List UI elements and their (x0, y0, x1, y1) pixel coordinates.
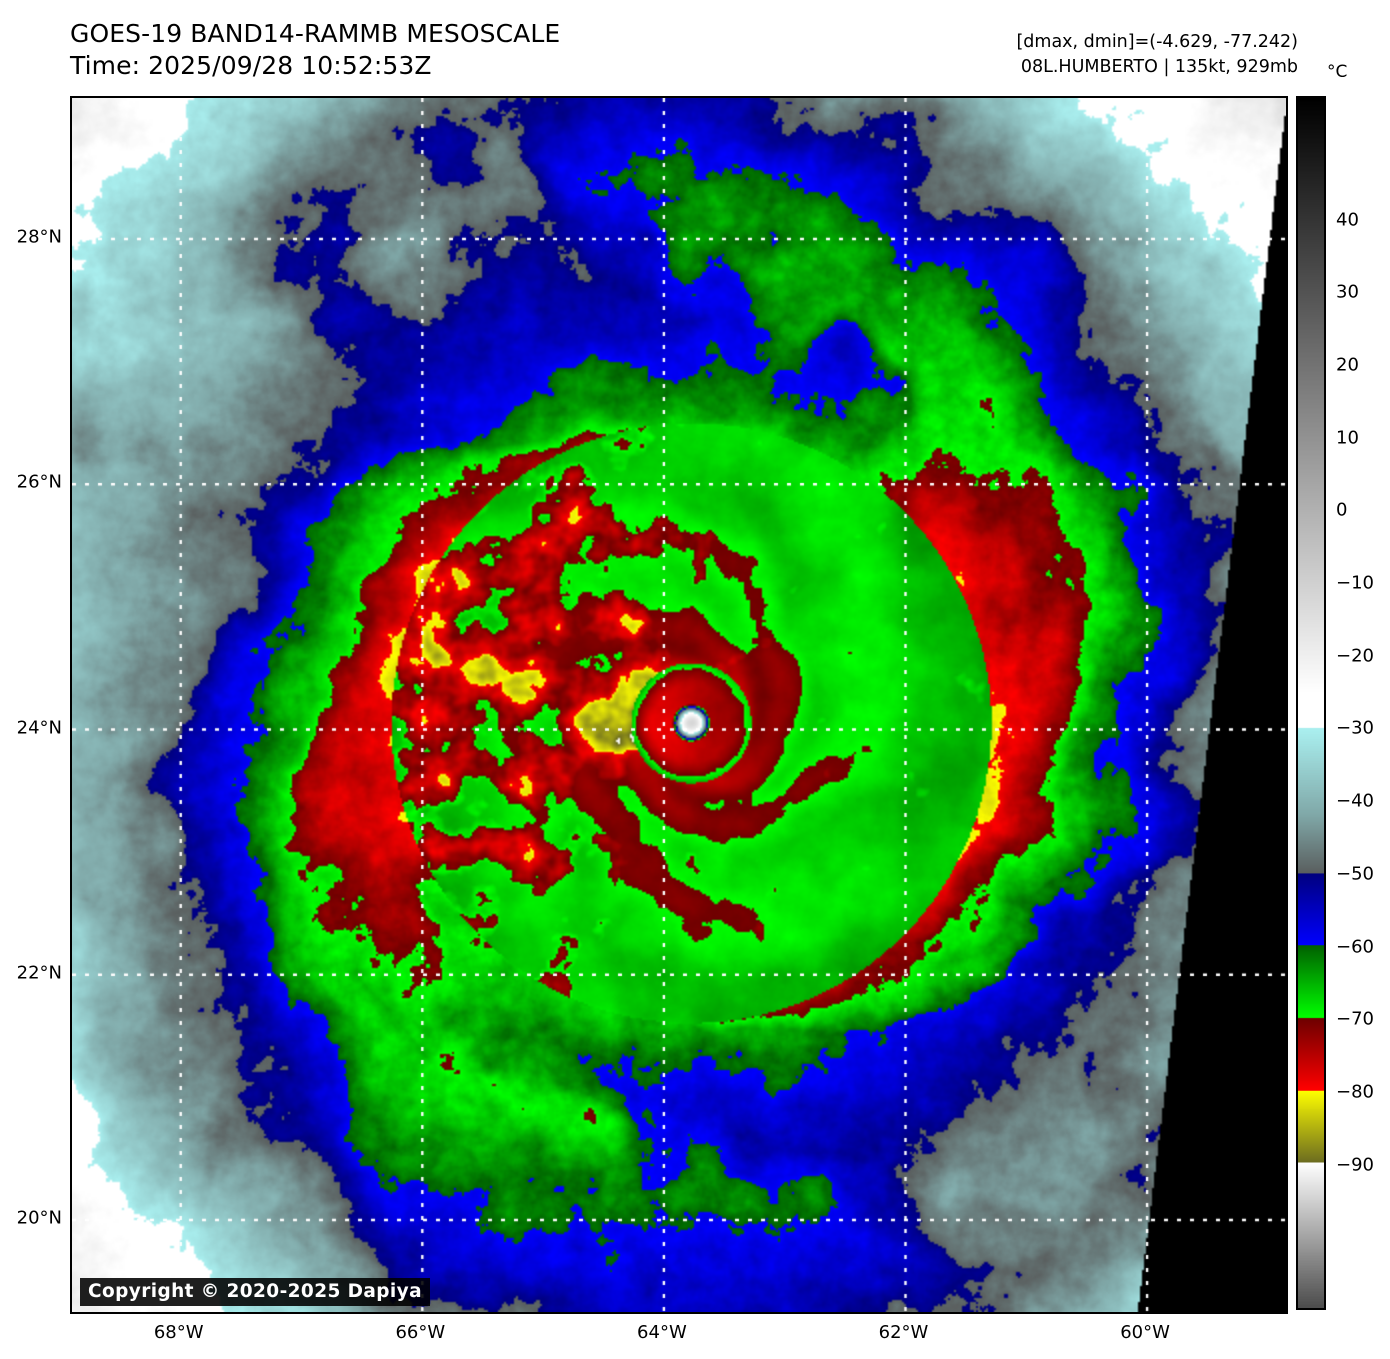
colorbar-tick-label: 0 (1336, 499, 1348, 521)
latitude-tick-label: 24°N (16, 717, 62, 739)
colorbar-tick-label: −10 (1336, 572, 1374, 594)
copyright-watermark: Copyright © 2020-2025 Dapiya (80, 1278, 430, 1306)
longitude-tick-label: 66°W (395, 1322, 446, 1343)
colorbar-unit-label: °C (1327, 62, 1348, 82)
data-minmax-label: [dmax, dmin]=(-4.629, -77.242) (1016, 32, 1298, 52)
colorbar-tick-label: 10 (1336, 427, 1359, 449)
latitude-tick-label: 26°N (16, 471, 62, 493)
latitude-tick-label: 28°N (16, 226, 62, 248)
longitude-tick-label: 60°W (1120, 1322, 1170, 1343)
colorbar-gradient (1298, 98, 1324, 1308)
storm-info-label: 08L.HUMBERTO | 135kt, 929mb (1020, 57, 1298, 77)
title-line-2: Time: 2025/09/28 10:52:53Z (70, 51, 432, 80)
colorbar-tick-label: 40 (1336, 209, 1359, 231)
figure-title: GOES-19 BAND14-RAMMB MESOSCALE Time: 2025… (70, 18, 560, 82)
latitude-tick-label: 22°N (16, 962, 62, 984)
temperature-colorbar (1296, 96, 1326, 1310)
satellite-imagery-panel: Copyright © 2020-2025 Dapiya (70, 96, 1288, 1314)
colorbar-tick-label: −60 (1336, 936, 1374, 958)
infrared-satellite-image (72, 98, 1286, 1312)
longitude-tick-label: 68°W (153, 1322, 204, 1343)
colorbar-tick-label: −90 (1336, 1154, 1374, 1176)
figure-annotations: [dmax, dmin]=(-4.629, -77.242) 08L.HUMBER… (1016, 30, 1298, 80)
title-line-1: GOES-19 BAND14-RAMMB MESOSCALE (70, 19, 561, 48)
colorbar-tick-label: −40 (1336, 790, 1374, 812)
colorbar-tick-label: −80 (1336, 1081, 1374, 1103)
longitude-tick-label: 64°W (637, 1322, 687, 1343)
colorbar-tick-label: −20 (1336, 645, 1374, 667)
colorbar-tick-label: 30 (1336, 281, 1359, 303)
colorbar-tick-label: −70 (1336, 1008, 1374, 1030)
colorbar-tick-label: 20 (1336, 354, 1359, 376)
longitude-tick-label: 62°W (878, 1322, 929, 1343)
colorbar-tick-label: −50 (1336, 863, 1374, 885)
colorbar-tick-label: −30 (1336, 717, 1374, 739)
latitude-tick-label: 20°N (16, 1207, 62, 1229)
